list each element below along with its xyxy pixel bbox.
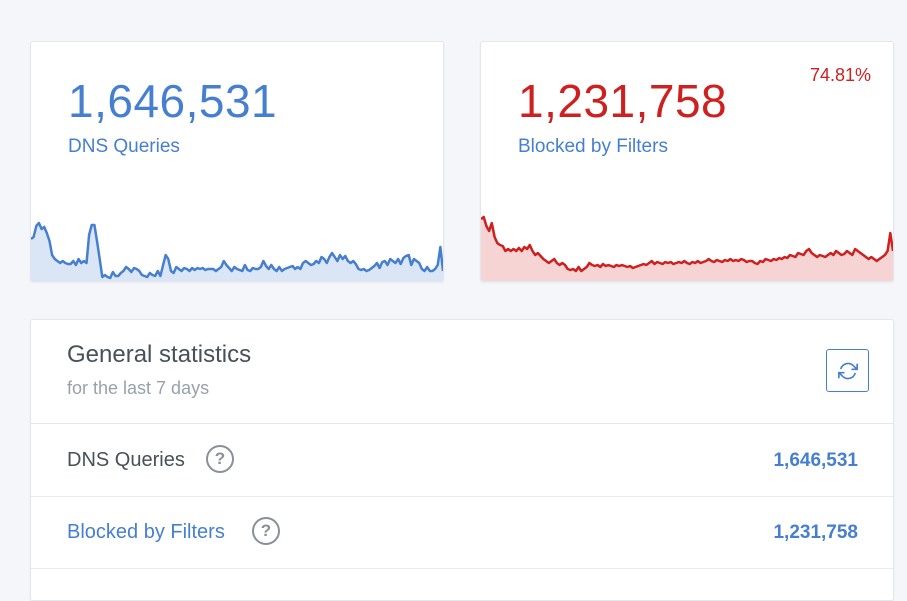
stat-row-dns-queries: DNS Queries ? 1,646,531: [31, 425, 893, 497]
stat-label-blocked-filters[interactable]: Blocked by Filters: [67, 521, 225, 543]
dns-queries-sparkline: [31, 221, 443, 281]
general-statistics-header: General statistics for the last 7 days: [31, 320, 893, 424]
general-statistics-subtitle: for the last 7 days: [67, 378, 210, 398]
refresh-button[interactable]: [826, 349, 869, 392]
dns-queries-count: 1,646,531: [68, 75, 278, 127]
general-statistics-card: General statistics for the last 7 days D…: [30, 319, 894, 601]
blocked-filters-sparkline-area: [481, 217, 893, 281]
dns-queries-label: DNS Queries: [68, 136, 180, 157]
dns-queries-sparkline-line: [31, 221, 443, 280]
blocked-percent: 74.81%: [809, 65, 871, 85]
blocked-filters-sparkline-line: [481, 215, 893, 273]
stat-value-dns-queries: 1,646,531: [773, 450, 858, 471]
blocked-filters-card: 74.81% 1,231,758 Blocked by Filters: [480, 41, 894, 282]
general-statistics-title: General statistics: [67, 341, 252, 368]
stat-label-dns-queries: DNS Queries: [67, 449, 185, 471]
dns-queries-sparkline-area: [31, 223, 443, 281]
help-icon[interactable]: ?: [252, 517, 280, 545]
blocked-filters-label: Blocked by Filters: [518, 136, 668, 157]
stat-row-blocked-filters: Blocked by Filters ? 1,231,758: [31, 497, 893, 569]
help-icon[interactable]: ?: [206, 445, 234, 473]
refresh-icon: [837, 362, 858, 379]
dns-queries-card: 1,646,531 DNS Queries: [30, 41, 444, 282]
stat-value-blocked-filters: 1,231,758: [773, 522, 858, 543]
blocked-filters-sparkline: [481, 215, 893, 281]
blocked-filters-count: 1,231,758: [518, 75, 728, 127]
